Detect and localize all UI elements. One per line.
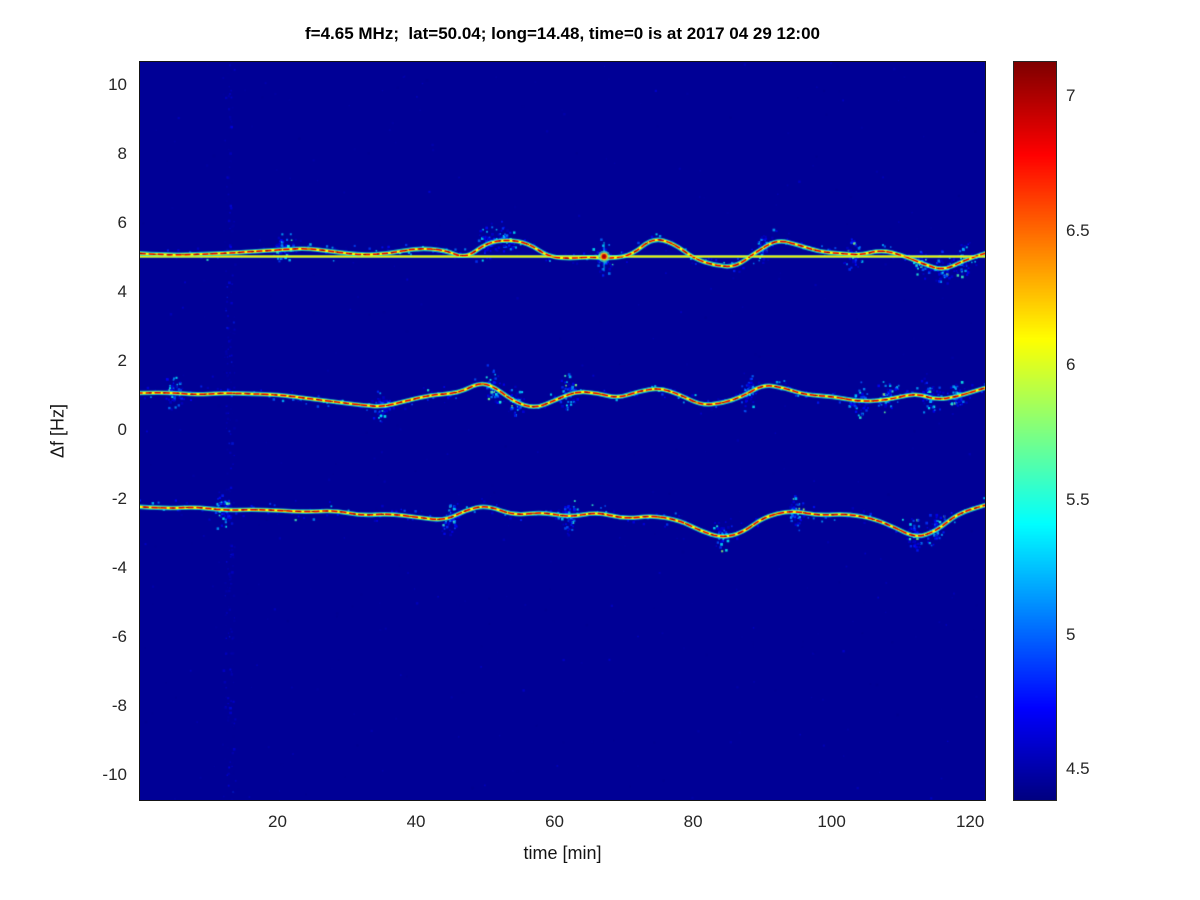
x-tick-label: 60 bbox=[545, 812, 565, 831]
colorbar-tick-label: 5 bbox=[1066, 624, 1076, 644]
chart-title: f=4.65 MHz; lat=50.04; long=14.48, time=… bbox=[304, 24, 820, 43]
y-tick-label: 0 bbox=[117, 420, 127, 439]
y-tick-label: 4 bbox=[117, 282, 127, 302]
x-tick-label: 120 bbox=[955, 812, 985, 831]
plot-canvas bbox=[140, 62, 985, 800]
plot-area bbox=[139, 61, 986, 801]
colorbar-tick-label: 5.5 bbox=[1066, 490, 1090, 510]
x-axis-label: time [min] bbox=[523, 843, 602, 863]
x-tick-label: 40 bbox=[406, 812, 426, 831]
colorbar-tick-label: 6.5 bbox=[1066, 220, 1090, 240]
colorbar-tick-label: 7 bbox=[1066, 86, 1076, 105]
x-tick-label: 100 bbox=[817, 812, 846, 831]
colorbar-canvas bbox=[1014, 62, 1056, 800]
y-tick-label: -2 bbox=[111, 488, 127, 508]
y-tick-label: -8 bbox=[111, 695, 127, 715]
x-tick-label: 20 bbox=[268, 812, 287, 831]
colorbar-tick-label: 6 bbox=[1066, 355, 1076, 375]
y-tick-label: -6 bbox=[111, 626, 127, 646]
y-tick-label: 2 bbox=[117, 351, 127, 371]
x-tick-label: 80 bbox=[683, 812, 703, 831]
y-tick-label: -10 bbox=[102, 764, 127, 784]
y-tick-label: -4 bbox=[111, 557, 127, 577]
y-tick-label: 6 bbox=[117, 213, 127, 233]
y-tick-label: 10 bbox=[108, 75, 127, 95]
y-tick-label: 8 bbox=[117, 144, 127, 164]
colorbar bbox=[1013, 61, 1057, 801]
colorbar-tick-label: 4.5 bbox=[1066, 759, 1090, 779]
